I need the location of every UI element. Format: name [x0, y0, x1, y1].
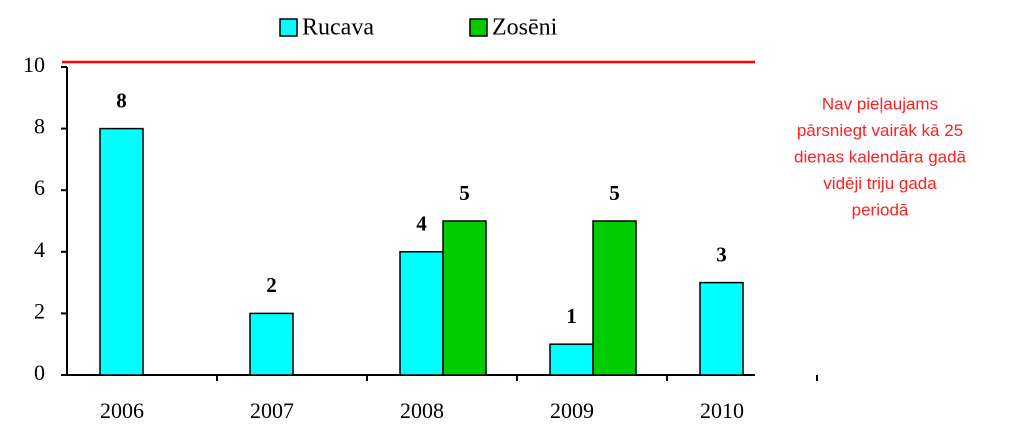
bar — [699, 281, 744, 376]
bar — [592, 220, 637, 376]
value-label: 3 — [716, 242, 727, 266]
annotation: Nav pieļaujams — [822, 94, 938, 113]
x-tick-label: 2006 — [100, 398, 144, 423]
value-label: 2 — [266, 273, 277, 297]
y-tick-label: 2 — [34, 298, 45, 323]
annotation: dienas kalendāra gadā — [794, 147, 967, 166]
y-tick-label: 4 — [34, 237, 45, 262]
legend-swatch — [279, 18, 298, 37]
x-tick-label: 2007 — [250, 398, 294, 423]
y-tick-label: 6 — [34, 175, 45, 200]
annotation: vidēji triju gada — [823, 174, 937, 193]
value-label: 1 — [566, 304, 577, 328]
value-label: 8 — [116, 88, 127, 112]
y-tick-label: 0 — [34, 360, 45, 385]
y-tick-label: 10 — [23, 52, 45, 77]
value-label: 5 — [609, 181, 620, 205]
legend-swatch — [469, 18, 488, 37]
value-label: 4 — [416, 212, 427, 236]
x-tick-label: 2009 — [550, 398, 594, 423]
y-tick-label: 8 — [34, 114, 45, 139]
bar — [442, 220, 487, 376]
bar — [399, 251, 444, 376]
annotation: periodā — [852, 200, 909, 219]
x-tick-label: 2010 — [700, 398, 744, 423]
bar — [99, 127, 144, 376]
annotation: pārsniegt vairāk kā 25 — [797, 121, 963, 140]
bar — [549, 343, 594, 376]
legend-label: Zosēni — [492, 15, 558, 41]
legend-label: Rucava — [302, 15, 374, 41]
bar — [249, 312, 294, 376]
value-label: 5 — [459, 181, 470, 205]
x-tick-label: 2008 — [400, 398, 444, 423]
